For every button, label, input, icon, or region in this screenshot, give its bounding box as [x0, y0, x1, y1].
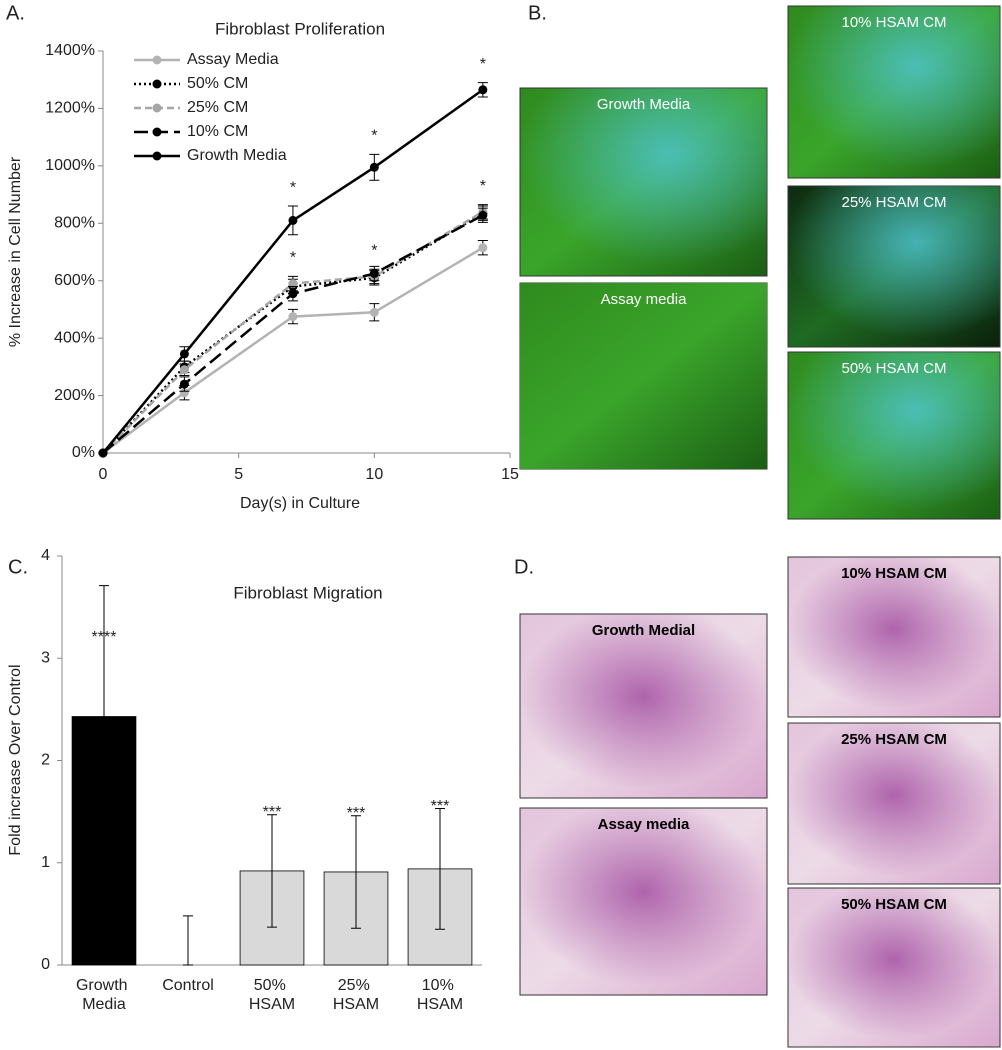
- y-axis-label: % Increase in Cell Number: [7, 156, 24, 347]
- data-point: [179, 388, 189, 398]
- data-point: [179, 365, 189, 375]
- x-tick-label: 10: [365, 466, 383, 483]
- panel-label: A.: [6, 2, 25, 24]
- image-caption: 10% HSAM CM: [841, 565, 947, 582]
- legend-label: 25% CM: [187, 99, 248, 116]
- image-caption: Growth Medial: [592, 622, 695, 639]
- chart-title: Fibroblast Proliferation: [215, 19, 385, 38]
- micrograph-overlay: [788, 6, 1000, 178]
- y-axis-label: Fold increase Over Control: [7, 664, 24, 855]
- y-tick-label: 3: [41, 649, 50, 666]
- micrograph-overlay: [520, 283, 767, 469]
- micrograph-overlay: [788, 557, 1000, 717]
- legend-label: Growth Media: [187, 147, 287, 164]
- data-point: [288, 215, 298, 225]
- image-caption: 50% HSAM CM: [841, 360, 946, 377]
- significance-marker: ***: [431, 798, 450, 815]
- y-tick-label: 400%: [54, 329, 95, 346]
- image-caption: 10% HSAM CM: [841, 14, 946, 31]
- image-caption: Assay media: [601, 291, 688, 308]
- legend-label: 50% CM: [187, 75, 248, 92]
- x-tick-label: 25% HSAM: [333, 977, 379, 1013]
- data-point: [288, 279, 298, 289]
- data-point: [478, 210, 488, 220]
- legend-marker: [152, 127, 162, 137]
- y-tick-label: 0%: [72, 444, 95, 461]
- panel-label: B.: [528, 2, 547, 24]
- data-point: [288, 289, 298, 299]
- data-point: [478, 85, 488, 95]
- legend-marker: [152, 103, 162, 113]
- y-tick-label: 1: [41, 854, 50, 871]
- x-tick-label: 15: [501, 466, 519, 483]
- panel-label: D.: [514, 556, 534, 578]
- significance-marker: *: [290, 250, 296, 267]
- error-bar: [99, 585, 109, 848]
- micrograph-overlay: [520, 88, 767, 276]
- legend-label: 10% CM: [187, 123, 248, 140]
- x-tick-label: 0: [99, 466, 108, 483]
- error-bar: [351, 815, 361, 929]
- x-tick-label: Growth Media: [76, 977, 132, 1013]
- y-tick-label: 600%: [54, 272, 95, 289]
- legend-marker: [152, 151, 162, 161]
- significance-marker: ****: [92, 629, 117, 646]
- y-tick-label: 0: [41, 956, 50, 973]
- micrograph-overlay: [788, 888, 1000, 1047]
- x-axis-label: Day(s) in Culture: [240, 495, 360, 512]
- y-tick-label: 1200%: [45, 100, 95, 117]
- significance-marker: ***: [347, 805, 366, 822]
- image-caption: 50% HSAM CM: [841, 896, 947, 913]
- y-tick-label: 2: [41, 752, 50, 769]
- significance-marker: *: [480, 178, 486, 195]
- y-tick-label: 1400%: [45, 42, 95, 59]
- data-point: [98, 448, 108, 458]
- significance-marker: *: [290, 179, 296, 196]
- series-line: [102, 88, 484, 454]
- data-point: [179, 379, 189, 389]
- x-tick-label: Control: [162, 977, 214, 994]
- legend-marker: [152, 55, 162, 65]
- significance-marker: *: [480, 56, 486, 73]
- data-point: [179, 349, 189, 359]
- y-tick-label: 200%: [54, 387, 95, 404]
- panel-label: C.: [8, 556, 28, 578]
- chart-title: Fibroblast Migration: [233, 583, 382, 602]
- y-tick-label: 4: [41, 547, 50, 564]
- y-tick-label: 1000%: [45, 157, 95, 174]
- image-caption: 25% HSAM CM: [841, 731, 947, 748]
- data-point: [288, 312, 298, 322]
- significance-marker: ***: [263, 804, 282, 821]
- image-caption: Assay media: [598, 816, 690, 833]
- micrograph-overlay: [788, 723, 1000, 884]
- error-bar: [183, 915, 193, 966]
- x-tick-label: 10% HSAM: [417, 977, 463, 1013]
- data-point: [369, 162, 379, 172]
- micrograph-overlay: [520, 614, 767, 798]
- legend-label: Assay Media: [187, 51, 279, 68]
- image-caption: 25% HSAM CM: [841, 194, 946, 211]
- data-point: [369, 307, 379, 317]
- error-bar: [435, 808, 445, 930]
- data-point: [478, 243, 488, 253]
- significance-marker: *: [371, 128, 377, 145]
- x-tick-label: 50% HSAM: [249, 977, 295, 1013]
- error-bar: [267, 814, 277, 928]
- significance-marker: *: [371, 242, 377, 259]
- y-tick-label: 800%: [54, 215, 95, 232]
- x-tick-label: 5: [234, 466, 243, 483]
- micrograph-overlay: [788, 352, 1000, 519]
- micrograph-overlay: [788, 186, 1000, 347]
- image-caption: Growth Media: [597, 96, 691, 113]
- micrograph-overlay: [520, 808, 767, 995]
- legend-marker: [152, 79, 162, 89]
- data-point: [369, 269, 379, 279]
